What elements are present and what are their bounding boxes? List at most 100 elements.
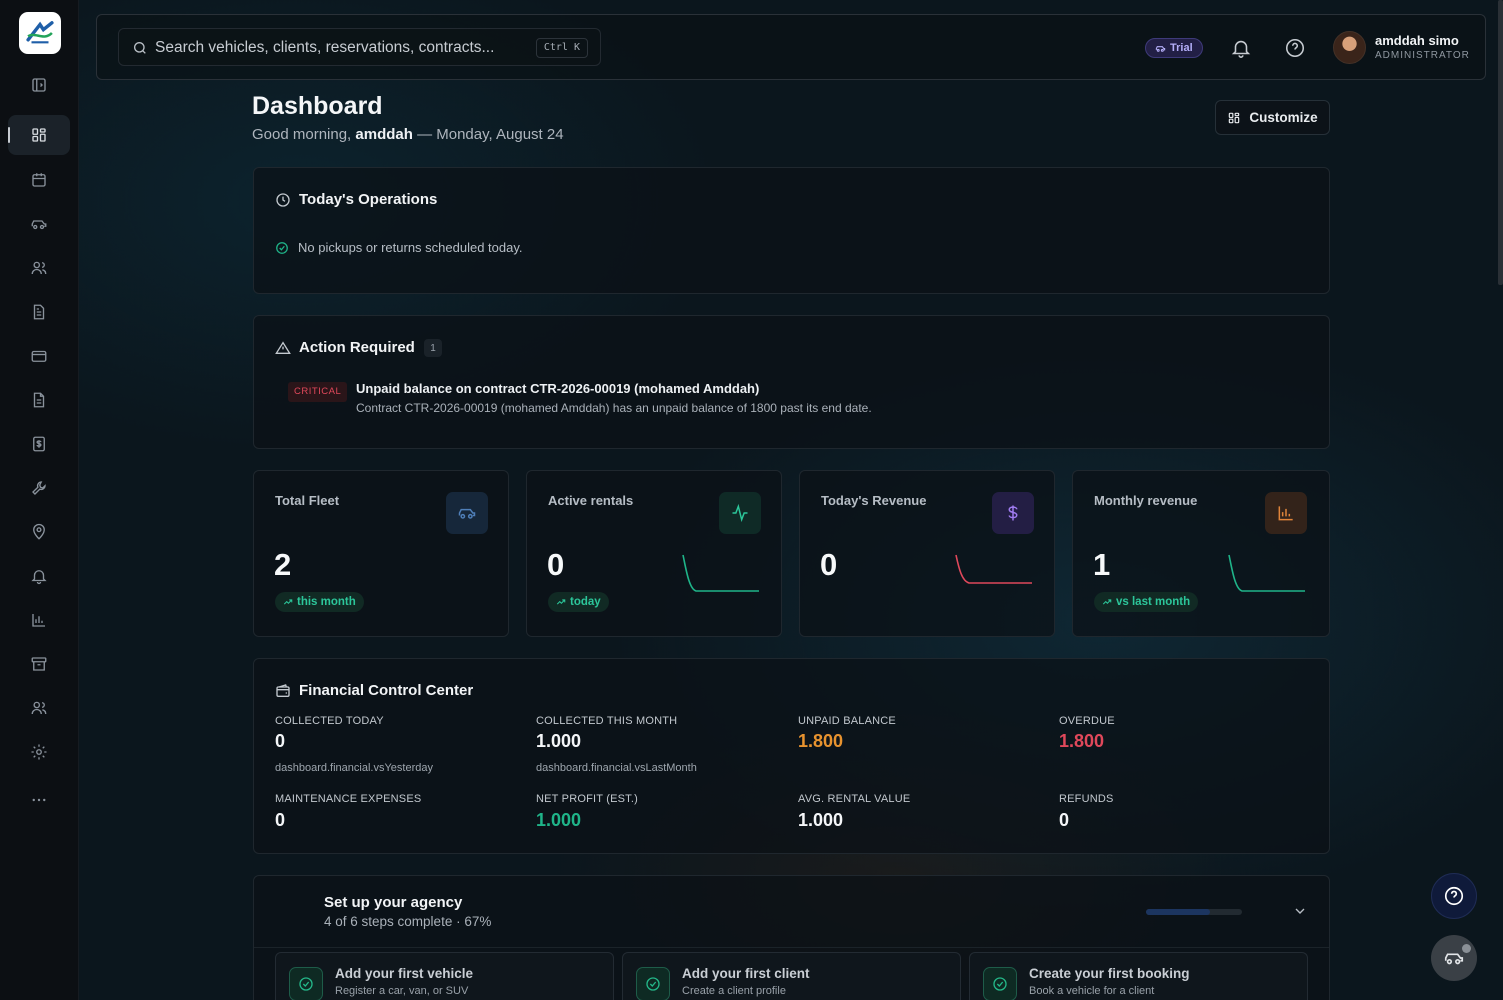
help-button[interactable] — [1431, 873, 1477, 919]
sidebar-item-reports[interactable] — [8, 600, 70, 640]
action-required-title: Action Required — [299, 339, 415, 356]
car-icon — [31, 220, 47, 230]
stat-label: Active rentals — [548, 493, 634, 508]
greeting-prefix: Good morning, — [252, 126, 356, 143]
stat-trend-pill: this month — [275, 592, 364, 612]
wallet-icon — [276, 684, 290, 697]
app-logo[interactable] — [19, 12, 61, 54]
customize-button[interactable]: Customize — [1215, 100, 1330, 135]
user-role: ADMINISTRATOR — [1375, 50, 1470, 61]
chevron-down-icon[interactable] — [1292, 903, 1308, 919]
activity-icon — [732, 503, 748, 523]
stat-trend-pill: vs last month — [1094, 592, 1199, 612]
help-icon[interactable] — [1284, 37, 1306, 59]
setup-subtitle: 4 of 6 steps complete · 67% — [324, 914, 492, 929]
stat-card-todays-revenue[interactable]: Today's Revenue 0 — [799, 470, 1055, 637]
bell-icon — [31, 570, 47, 585]
dashboard-icon — [32, 128, 46, 142]
stat-card-active-rentals[interactable]: Active rentals 0 today — [526, 470, 782, 637]
stat-label: Monthly revenue — [1094, 493, 1198, 508]
layout-grid-icon — [1229, 112, 1240, 123]
setup-step-booking[interactable]: Create your first booking Book a vehicle… — [969, 952, 1308, 1000]
file-text-icon — [33, 392, 45, 408]
users-icon — [31, 261, 47, 275]
calendar-icon — [32, 173, 46, 187]
stat-card-monthly-revenue[interactable]: Monthly revenue 1 vs last month — [1072, 470, 1330, 637]
setup-progress-bar — [1146, 909, 1242, 915]
operations-title: Today's Operations — [299, 191, 438, 208]
sidebar-item-archive[interactable] — [8, 644, 70, 684]
sidebar-item-more[interactable] — [8, 780, 70, 820]
sidebar-item-invoices[interactable] — [8, 380, 70, 420]
user-name: amddah simo — [1375, 33, 1459, 48]
bar-chart-icon — [32, 614, 45, 627]
stat-trend-label: vs last month — [1116, 596, 1191, 608]
stat-icon-box — [1265, 492, 1307, 534]
todays-operations-card: Today's Operations No pickups or returns… — [253, 167, 1330, 294]
help-icon — [1444, 886, 1464, 906]
alert-description: Contract CTR-2026-00019 (mohamed Amddah)… — [356, 401, 872, 415]
metric-label: OVERDUE — [1059, 715, 1115, 727]
bell-icon[interactable] — [1230, 37, 1252, 59]
assistant-button[interactable] — [1431, 935, 1477, 981]
step-check-box — [289, 967, 323, 1000]
sidebar-toggle[interactable] — [8, 65, 70, 105]
sidebar-item-notifications[interactable] — [8, 556, 70, 596]
metric-label: NET PROFIT (EST.) — [536, 793, 639, 805]
step-title: Add your first client — [682, 966, 810, 981]
action-count-badge: 1 — [424, 339, 442, 357]
check-circle-icon — [276, 242, 288, 254]
check-circle-icon — [993, 977, 1007, 991]
action-required-card: Action Required 1 CRITICAL Unpaid balanc… — [253, 315, 1330, 449]
sidebar-item-locations[interactable] — [8, 512, 70, 552]
sidebar — [0, 0, 79, 1000]
metric-label: MAINTENANCE EXPENSES — [275, 793, 422, 805]
stat-label: Today's Revenue — [821, 493, 927, 508]
search-input[interactable] — [155, 37, 535, 59]
metric-value: 0 — [275, 810, 286, 830]
sidebar-item-dashboard[interactable] — [8, 115, 70, 155]
stat-icon-box — [719, 492, 761, 534]
avatar[interactable] — [1333, 31, 1366, 64]
sidebar-item-clients[interactable] — [8, 248, 70, 288]
search-box[interactable]: Ctrl K — [118, 28, 601, 66]
scrollbar[interactable] — [1498, 0, 1503, 285]
dollar-icon — [1008, 505, 1018, 521]
receipt-dollar-icon — [33, 436, 45, 452]
sidebar-item-contracts[interactable] — [8, 292, 70, 332]
metric-value: 1.800 — [798, 731, 844, 751]
stat-value: 0 — [820, 547, 838, 582]
trend-up-icon — [556, 599, 566, 605]
stat-icon-box — [446, 492, 488, 534]
stat-card-total-fleet[interactable]: Total Fleet 2 this month — [253, 470, 509, 637]
setup-agency-card: Set up your agency 4 of 6 steps complete… — [253, 875, 1330, 1000]
stat-value: 0 — [547, 547, 565, 582]
sidebar-item-payments[interactable] — [8, 336, 70, 376]
trial-badge[interactable]: Trial — [1145, 38, 1203, 58]
sidebar-item-settings[interactable] — [8, 732, 70, 772]
metric-label: REFUNDS — [1059, 793, 1114, 805]
trend-up-icon — [1102, 599, 1112, 605]
bar-chart-icon — [1278, 506, 1293, 521]
operations-message: No pickups or returns scheduled today. — [298, 240, 523, 255]
greeting-date: — Monday, August 24 — [412, 126, 564, 143]
trend-up-icon — [283, 599, 293, 605]
setup-step-client[interactable]: Add your first client Create a client pr… — [622, 952, 961, 1000]
search-shortcut: Ctrl K — [535, 38, 588, 58]
setup-step-vehicle[interactable]: Add your first vehicle Register a car, v… — [275, 952, 614, 1000]
financial-control-card: Financial Control Center COLLECTED TODAY… — [253, 658, 1330, 854]
sidebar-item-team[interactable] — [8, 688, 70, 728]
step-subtitle: Create a client profile — [682, 985, 786, 997]
sidebar-item-maintenance[interactable] — [8, 468, 70, 508]
setup-progress-fill — [1146, 909, 1211, 915]
sidebar-item-expenses[interactable] — [8, 424, 70, 464]
wrench-icon — [32, 481, 46, 495]
stat-value: 2 — [274, 547, 292, 582]
financial-title: Financial Control Center — [299, 682, 474, 699]
divider — [254, 947, 1329, 948]
sparkline — [1228, 554, 1305, 592]
car-icon — [458, 508, 476, 519]
sidebar-item-reservations[interactable] — [8, 160, 70, 200]
sidebar-item-vehicles[interactable] — [8, 204, 70, 244]
metric-value: 0 — [275, 731, 286, 751]
